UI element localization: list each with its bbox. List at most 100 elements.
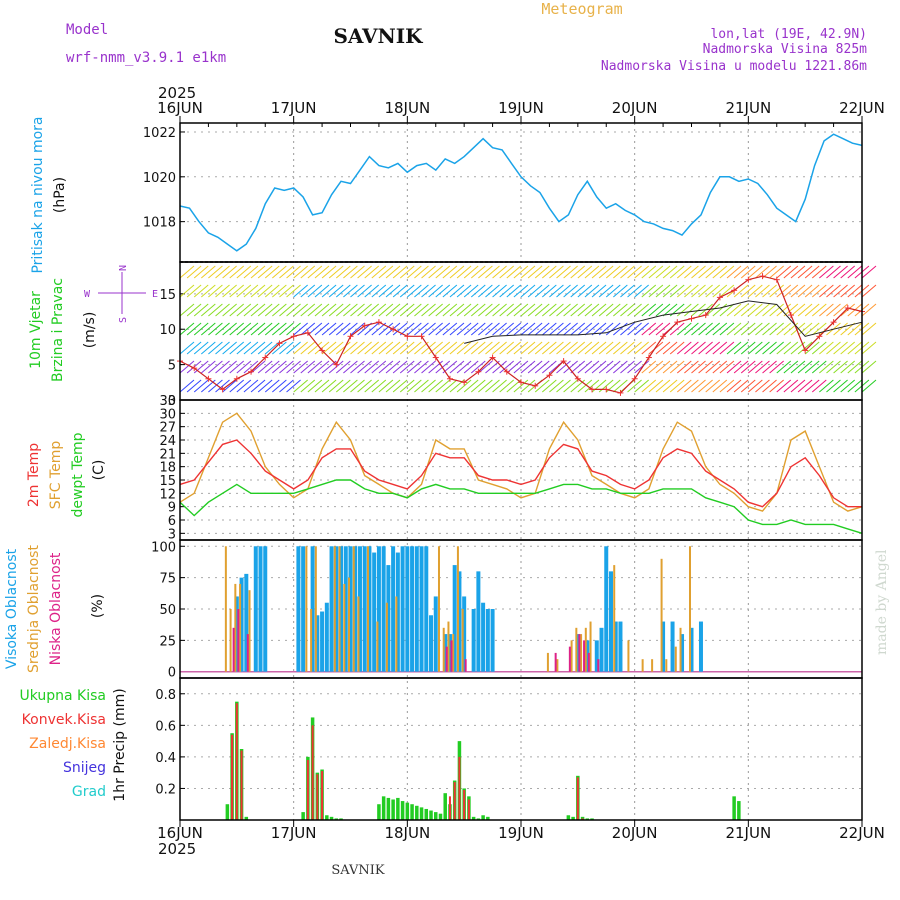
wind-barb	[257, 284, 273, 298]
wind-barb	[797, 322, 813, 336]
wind-barb	[534, 341, 550, 355]
cloud-bar-low_cloud	[464, 659, 467, 672]
wind-barb	[407, 303, 422, 317]
cloud-bar-high_cloud	[604, 546, 609, 672]
bottom-date-label: 22JUN	[839, 824, 885, 842]
precip-bar-rain_conv	[581, 818, 584, 820]
wind-barb	[222, 341, 237, 355]
wind-barb	[755, 303, 770, 317]
cloud-bar-mid_cloud	[679, 627, 682, 672]
wind-barb	[357, 265, 372, 279]
precip-frame	[179, 677, 863, 821]
wind-barb	[698, 341, 713, 355]
precip-bar-rain_total	[334, 818, 339, 820]
wind-barb	[414, 265, 429, 279]
wind-barb	[470, 360, 486, 374]
wind-barb	[229, 360, 245, 374]
wind-barb	[300, 360, 316, 374]
wind-barb	[371, 265, 387, 279]
wind-barb	[833, 341, 848, 355]
wind-barb	[279, 360, 294, 374]
precip-legend-item: Zaledj.Kisa	[29, 736, 106, 752]
wind-barb	[627, 303, 642, 317]
wind-barb	[755, 360, 770, 374]
wind-barb	[748, 265, 763, 279]
wind-barb	[776, 265, 792, 279]
wind-barb	[549, 265, 564, 279]
cloud-bar-mid_cloud	[385, 602, 388, 672]
bottom-date-label: 17JUN	[271, 824, 317, 842]
wind-barb	[691, 265, 706, 279]
wind-barb	[321, 265, 337, 279]
wind-barb	[655, 360, 671, 374]
wind-barb	[804, 284, 820, 298]
wind-barb	[179, 322, 195, 336]
precip-bar-rain_total	[400, 801, 405, 820]
wind-barb	[563, 379, 578, 393]
wind-barb	[691, 379, 706, 393]
wind-barb	[541, 284, 557, 298]
wind-barb	[826, 379, 841, 393]
wind-barb	[392, 303, 408, 317]
cloud-bar-high_cloud	[310, 546, 315, 672]
wind-barb	[563, 360, 578, 374]
wind-barb	[833, 303, 848, 317]
wind-barb	[684, 265, 699, 279]
wind-barb	[669, 379, 685, 393]
cloud-bar-high_cloud	[357, 546, 362, 672]
cloud-bar-mid_cloud	[333, 546, 336, 672]
wind-barb	[286, 322, 301, 336]
wind-barb	[776, 341, 792, 355]
wind-barb	[605, 322, 621, 336]
cloud-bar-high_cloud	[391, 546, 396, 672]
wind-barb	[563, 303, 578, 317]
wind-barb	[186, 284, 202, 298]
panel-ylabel: SFC Temp	[48, 441, 64, 510]
temperature-ytick-label: 12	[159, 487, 176, 502]
precip-bar-rain_conv	[235, 703, 238, 820]
wind-barb	[215, 379, 230, 393]
cloud-bar-high_cloud	[414, 546, 419, 672]
wind-barb	[804, 265, 820, 279]
wind-barb	[272, 303, 287, 317]
wind-barb	[726, 379, 742, 393]
wind-barb	[264, 303, 280, 317]
precip-bar-rain_total	[405, 802, 410, 820]
wind-barb	[541, 322, 557, 336]
cloud-bar-high_cloud	[362, 546, 367, 672]
cloud-bar-high_cloud	[253, 546, 258, 672]
wind-barb	[698, 265, 713, 279]
wind-barb	[215, 284, 230, 298]
cloud-bar-mid_cloud	[546, 652, 549, 672]
wind-barb	[662, 303, 678, 317]
wind-barbs	[179, 265, 877, 393]
wind-barb	[357, 303, 372, 317]
cloud-ytick-label: 100	[151, 540, 176, 555]
wind-barb	[357, 360, 372, 374]
wind-barb	[321, 379, 337, 393]
wind-gust-line	[464, 300, 863, 344]
panel-ylabel: Srednja Oblacnost	[26, 545, 42, 673]
precip-bar-rain_total	[396, 797, 400, 820]
wind-barb	[684, 341, 699, 355]
wind-barb	[748, 322, 763, 336]
wind-barb	[407, 284, 422, 298]
precip-bar-rain_total	[481, 815, 485, 820]
wind-barb	[819, 379, 834, 393]
cloud-bar-high_cloud	[490, 609, 495, 672]
wind-barb	[527, 322, 543, 336]
wind-barb	[577, 303, 593, 317]
precip-bar-rain_total	[585, 818, 590, 820]
wind-barb	[620, 360, 635, 374]
panel-ylabel: 2m Temp	[26, 443, 42, 507]
wind-barb	[364, 322, 380, 336]
wind-barb	[648, 360, 664, 374]
wind-barb	[712, 322, 728, 336]
wind-barb	[236, 360, 252, 374]
wind-barb	[272, 284, 287, 298]
wind-barb	[300, 322, 316, 336]
wind-barb	[513, 360, 529, 374]
wind-barb	[804, 322, 820, 336]
wind-barb	[428, 303, 443, 317]
cloud-bar-mid_cloud	[665, 659, 668, 672]
